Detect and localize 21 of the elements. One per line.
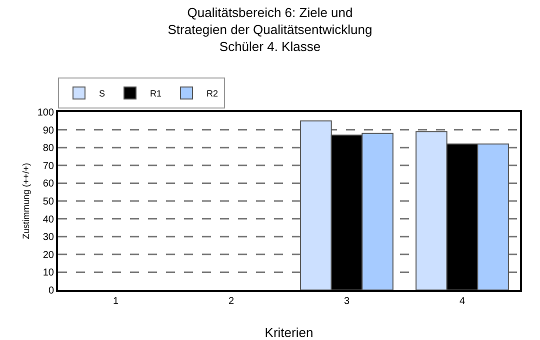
legend-label: R1 xyxy=(150,88,162,98)
legend-label: S xyxy=(99,88,106,98)
y-axis-title: Zustimmung (++/+) xyxy=(21,162,31,240)
y-tick-label: 0 xyxy=(48,286,54,296)
y-tick-label: 80 xyxy=(42,143,54,154)
x-tick-label: 3 xyxy=(344,296,350,307)
x-tick-label: 1 xyxy=(112,296,119,307)
y-tick-label: 100 xyxy=(37,108,54,118)
x-axis-title: Kriterien xyxy=(264,325,314,340)
y-tick-label: 50 xyxy=(42,196,54,208)
chart-title: Qualitätsbereich 6: Ziele und Strategien der Qualitätsentwicklung Schüler 4. Klasse xyxy=(168,5,372,54)
y-tick-label: 90 xyxy=(42,125,54,136)
y-tick-label: 60 xyxy=(42,178,54,190)
x-tick-label: 2 xyxy=(228,296,234,307)
legend-label: R2 xyxy=(206,88,218,98)
x-tick-label: 4 xyxy=(459,296,466,307)
y-tick-label: 70 xyxy=(42,160,54,172)
y-tick-label: 30 xyxy=(42,232,54,244)
y-tick-label: 40 xyxy=(42,214,54,226)
y-tick-label: 20 xyxy=(42,250,54,261)
y-tick-label: 10 xyxy=(42,268,54,279)
